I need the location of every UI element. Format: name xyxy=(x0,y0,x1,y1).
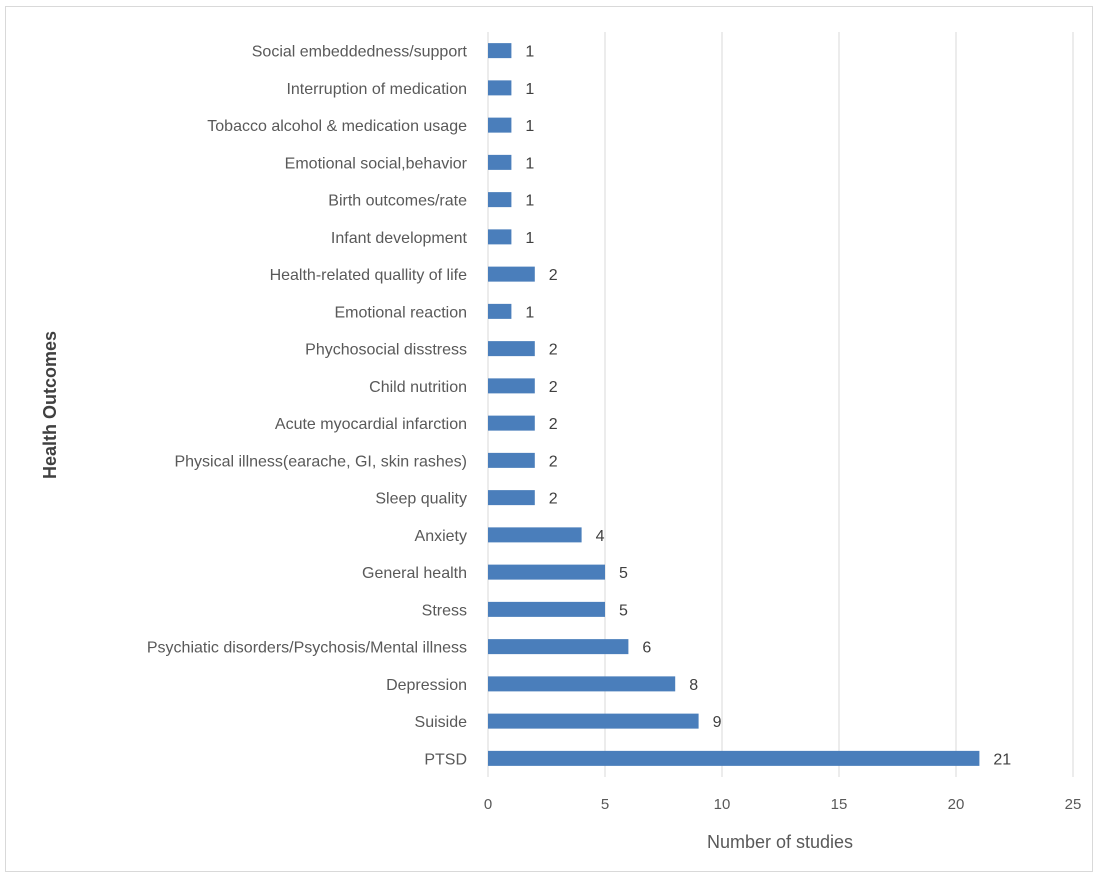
x-tick-labels: 0 5 10 15 20 25 xyxy=(484,796,1082,813)
x-tick-label: 15 xyxy=(831,796,848,813)
data-label: 2 xyxy=(549,342,558,359)
category-labels: Social embeddedness/support Interruption … xyxy=(147,44,468,769)
category-label: Physical illness(earache, GI, skin rashe… xyxy=(174,453,467,470)
data-label: 1 xyxy=(525,44,534,61)
data-label: 1 xyxy=(525,304,534,321)
data-label: 5 xyxy=(619,602,628,619)
bar xyxy=(488,713,699,729)
category-label: General health xyxy=(362,565,467,582)
category-label: Depression xyxy=(386,677,467,694)
data-label: 1 xyxy=(525,230,534,247)
data-label: 2 xyxy=(549,267,558,284)
data-label: 1 xyxy=(525,155,534,172)
bar xyxy=(488,601,605,617)
category-label: Psychiatic disorders/Psychosis/Mental il… xyxy=(147,640,467,657)
x-axis-title: Number of studies xyxy=(707,832,853,852)
bar xyxy=(488,303,512,319)
data-label: 2 xyxy=(549,491,558,508)
bar xyxy=(488,415,535,431)
bar xyxy=(488,378,535,394)
bar xyxy=(488,639,629,655)
bar xyxy=(488,117,512,133)
category-label: Emotional reaction xyxy=(334,304,467,321)
category-label: Child nutrition xyxy=(369,379,467,396)
data-label: 1 xyxy=(525,193,534,210)
y-axis-title: Health Outcomes xyxy=(40,331,60,479)
bar xyxy=(488,266,535,282)
bar xyxy=(488,527,582,543)
data-label: 4 xyxy=(596,528,605,545)
bar xyxy=(488,229,512,245)
data-label: 9 xyxy=(713,714,722,731)
category-label: PTSD xyxy=(424,751,467,768)
bar xyxy=(488,750,980,766)
gridlines xyxy=(487,32,1074,777)
x-tick-label: 10 xyxy=(714,796,731,813)
data-label: 1 xyxy=(525,118,534,135)
bar xyxy=(488,80,512,96)
data-label: 21 xyxy=(993,751,1011,768)
category-label: Birth outcomes/rate xyxy=(328,193,467,210)
category-label: Infant development xyxy=(331,230,468,247)
data-label: 2 xyxy=(549,453,558,470)
category-label: Stress xyxy=(422,602,467,619)
category-label: Health-related quallity of life xyxy=(270,267,468,284)
bar xyxy=(488,154,512,170)
bar xyxy=(488,341,535,357)
bar xyxy=(488,564,605,580)
x-tick-label: 20 xyxy=(948,796,965,813)
x-tick-label: 0 xyxy=(484,796,492,813)
category-label: Sleep quality xyxy=(375,491,467,508)
data-label: 5 xyxy=(619,565,628,582)
data-label: 1 xyxy=(525,81,534,98)
bar xyxy=(488,452,535,468)
data-label: 6 xyxy=(642,640,651,657)
data-label: 2 xyxy=(549,416,558,433)
bar xyxy=(488,490,535,506)
category-label: Suiside xyxy=(415,714,468,731)
category-label: Phychosocial disstress xyxy=(305,342,467,359)
data-label: 8 xyxy=(689,677,698,694)
category-label: Interruption of medication xyxy=(286,81,467,98)
category-label: Acute myocardial infarction xyxy=(275,416,467,433)
bars xyxy=(488,43,980,766)
bar xyxy=(488,192,512,208)
category-label: Anxiety xyxy=(415,528,467,545)
bar xyxy=(488,43,512,59)
category-label: Emotional social,behavior xyxy=(285,155,468,172)
x-tick-label: 5 xyxy=(601,796,609,813)
category-label: Social embeddedness/support xyxy=(252,44,468,61)
x-tick-label: 25 xyxy=(1065,796,1082,813)
data-label: 2 xyxy=(549,379,558,396)
category-label: Tobacco alcohol & medication usage xyxy=(207,118,467,135)
bar xyxy=(488,676,676,692)
